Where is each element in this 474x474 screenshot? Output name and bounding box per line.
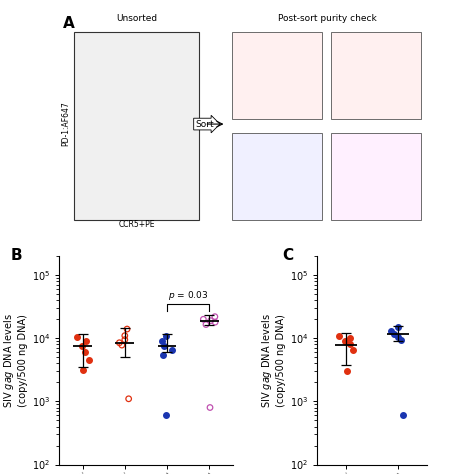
Text: CCR5+PE: CCR5+PE bbox=[118, 220, 155, 229]
Point bbox=[79, 366, 87, 374]
Point bbox=[163, 411, 170, 419]
Text: C: C bbox=[283, 248, 293, 263]
Point bbox=[343, 367, 350, 375]
Y-axis label: SIV $gag$ DNA levels
(copy/500 ng DNA): SIV $gag$ DNA levels (copy/500 ng DNA) bbox=[260, 313, 286, 408]
Bar bbox=[331, 32, 421, 119]
Point bbox=[82, 348, 89, 356]
Point bbox=[350, 346, 357, 354]
Point bbox=[399, 411, 407, 419]
Point bbox=[125, 395, 132, 402]
Point bbox=[78, 342, 85, 350]
Point bbox=[394, 333, 402, 341]
Point bbox=[336, 332, 343, 339]
Point bbox=[168, 346, 176, 354]
Point bbox=[158, 337, 165, 345]
Point bbox=[211, 313, 219, 320]
Text: Post-sort purity check: Post-sort purity check bbox=[278, 14, 377, 23]
Point bbox=[206, 404, 214, 411]
Point bbox=[202, 321, 210, 328]
Point bbox=[207, 317, 214, 325]
Point bbox=[160, 351, 167, 358]
Point bbox=[82, 337, 90, 345]
Point bbox=[394, 323, 402, 331]
Point bbox=[341, 337, 349, 345]
Bar bbox=[232, 32, 322, 119]
Point bbox=[346, 341, 353, 348]
Point bbox=[397, 336, 405, 344]
Point bbox=[391, 331, 398, 338]
Point bbox=[73, 333, 81, 341]
Point bbox=[85, 356, 92, 364]
Point bbox=[346, 335, 354, 342]
Bar bbox=[331, 133, 421, 220]
Point bbox=[162, 332, 169, 339]
Point bbox=[388, 328, 395, 335]
Bar bbox=[74, 32, 199, 220]
Point bbox=[161, 342, 168, 350]
Point bbox=[121, 332, 128, 339]
Text: Unsorted: Unsorted bbox=[116, 14, 157, 23]
Text: A: A bbox=[63, 17, 75, 31]
Text: Sort: Sort bbox=[195, 119, 214, 128]
Bar bbox=[232, 133, 322, 220]
Point bbox=[200, 316, 207, 323]
Text: PD-1:AF647: PD-1:AF647 bbox=[61, 102, 70, 146]
Text: $p$ = 0.03: $p$ = 0.03 bbox=[168, 289, 209, 302]
Y-axis label: SIV $gag$ DNA levels
(copy/500 ng DNA): SIV $gag$ DNA levels (copy/500 ng DNA) bbox=[2, 313, 27, 408]
Point bbox=[116, 339, 123, 346]
Point bbox=[121, 336, 128, 344]
Point bbox=[123, 325, 131, 333]
Point bbox=[211, 319, 219, 326]
Text: B: B bbox=[11, 248, 22, 263]
Point bbox=[118, 341, 126, 349]
